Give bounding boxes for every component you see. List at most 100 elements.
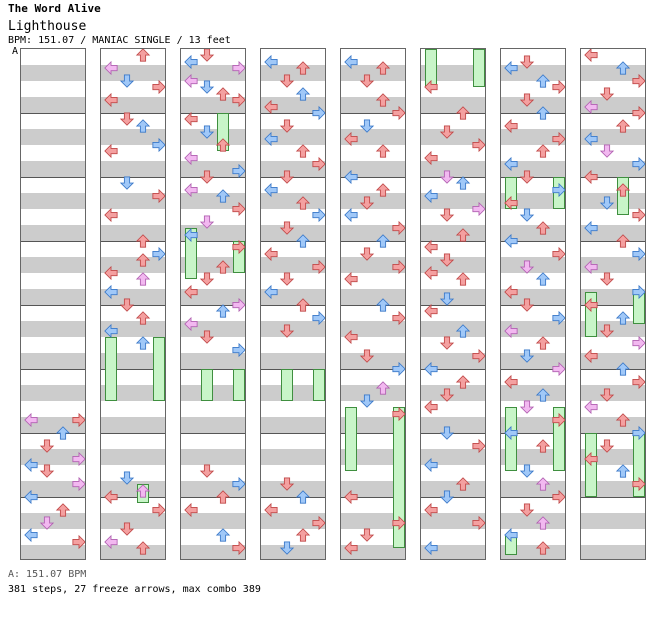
step-arrow-left	[424, 361, 438, 377]
step-arrow-up	[375, 61, 391, 75]
step-arrow-down	[279, 221, 295, 235]
step-arrow-up	[295, 61, 311, 75]
step-arrow-down	[359, 74, 375, 88]
step-arrow-right	[472, 201, 485, 217]
step-arrow-up	[535, 477, 551, 491]
step-arrow-up	[615, 119, 631, 133]
step-arrow-up	[455, 375, 471, 389]
step-arrow-right	[552, 182, 565, 197]
step-arrow-down	[279, 272, 295, 287]
step-arrow-left	[504, 528, 518, 543]
step-arrow-left	[584, 49, 598, 63]
step-arrow-down	[199, 125, 215, 139]
freeze-arrow-down	[281, 369, 293, 401]
step-arrow-right	[632, 285, 645, 300]
step-arrow-up	[135, 49, 151, 62]
step-arrow-right	[632, 246, 645, 261]
measure-line	[181, 433, 245, 434]
step-arrow-right	[552, 413, 565, 428]
step-arrow-down	[599, 196, 615, 210]
step-arrow-down	[119, 112, 135, 127]
step-arrow-left	[344, 131, 358, 146]
step-arrow-right	[152, 137, 165, 153]
step-arrow-down	[119, 471, 135, 485]
step-arrow-left	[584, 259, 598, 274]
measure-line	[21, 113, 85, 114]
step-arrow-down	[599, 388, 615, 402]
step-arrow-down	[39, 464, 55, 479]
step-arrow-left	[424, 265, 438, 281]
step-arrow-left	[424, 502, 438, 517]
chart-column-2	[100, 48, 166, 560]
step-arrow-down	[439, 208, 455, 223]
step-arrow-right	[232, 93, 245, 108]
measure-line	[341, 113, 405, 114]
step-arrow-right	[472, 438, 485, 453]
step-arrow-up	[615, 61, 631, 75]
step-arrow-down	[519, 208, 535, 223]
step-arrow-right	[552, 80, 565, 95]
step-arrow-left	[504, 374, 518, 389]
step-arrow-up	[215, 259, 231, 274]
step-arrow-up	[215, 528, 231, 542]
step-arrow-right	[232, 297, 245, 313]
step-arrow-right	[72, 413, 85, 428]
step-arrow-right	[312, 157, 325, 172]
step-arrow-up	[535, 272, 551, 286]
step-arrow-left	[344, 208, 358, 223]
step-arrow-down	[599, 439, 615, 453]
measure-line	[341, 305, 405, 306]
measure-line	[101, 241, 165, 242]
step-arrow-left	[424, 189, 438, 204]
step-arrow-left	[424, 240, 438, 255]
step-arrow-left	[504, 323, 518, 338]
step-arrow-right	[232, 342, 245, 357]
step-arrow-down	[439, 388, 455, 402]
step-arrow-up	[135, 253, 151, 267]
measure-line	[341, 497, 405, 498]
step-arrow-right	[392, 105, 405, 121]
step-arrow-up	[455, 477, 471, 491]
step-arrow-right	[472, 515, 485, 530]
step-arrow-left	[264, 246, 278, 261]
step-arrow-left	[184, 317, 198, 332]
step-arrow-up	[295, 490, 311, 504]
step-arrow-right	[632, 477, 645, 492]
step-arrow-down	[119, 298, 135, 312]
step-arrow-up	[295, 144, 311, 158]
step-arrow-up	[375, 234, 391, 248]
step-arrow-right	[392, 515, 405, 530]
measure-line	[21, 305, 85, 306]
measure-line	[341, 369, 405, 370]
step-arrow-down	[359, 528, 375, 543]
step-arrow-left	[344, 169, 358, 185]
step-arrow-right	[232, 240, 245, 255]
step-arrow-up	[535, 74, 551, 88]
step-arrow-left	[424, 80, 438, 95]
measure-line	[181, 241, 245, 242]
step-arrow-down	[39, 439, 55, 453]
step-arrow-left	[24, 528, 38, 543]
step-arrow-left	[584, 349, 598, 364]
step-arrow-right	[472, 137, 485, 153]
step-arrow-left	[344, 489, 358, 505]
step-arrow-down	[519, 93, 535, 107]
step-arrow-left	[344, 541, 358, 556]
measure-line	[341, 433, 405, 434]
step-arrow-left	[424, 400, 438, 415]
measure-line	[581, 241, 645, 242]
step-arrow-left	[184, 54, 198, 69]
step-arrow-left	[424, 150, 438, 165]
step-arrow-left	[184, 182, 198, 197]
step-arrow-up	[55, 503, 71, 517]
step-arrow-up	[295, 195, 311, 210]
step-arrow-left	[264, 502, 278, 517]
step-arrow-down	[199, 215, 215, 229]
step-arrow-up	[535, 144, 551, 158]
step-arrow-up	[615, 183, 631, 197]
chart-column-8	[580, 48, 646, 560]
step-arrow-up	[535, 541, 551, 555]
step-arrow-left	[104, 534, 118, 549]
step-arrow-up	[615, 362, 631, 376]
step-arrow-left	[584, 131, 598, 146]
